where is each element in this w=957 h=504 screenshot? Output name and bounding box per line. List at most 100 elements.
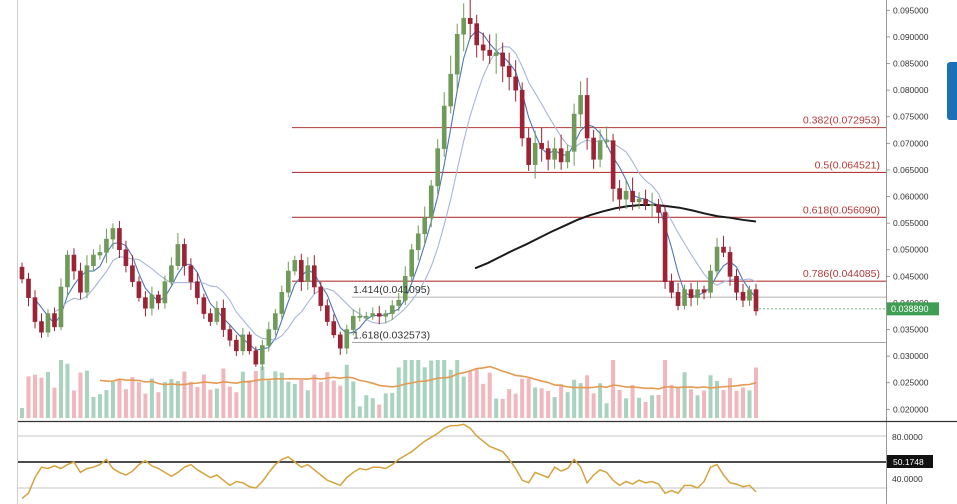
candle-body [26, 278, 31, 298]
candle-body [487, 49, 492, 56]
candle [448, 55, 454, 114]
volume-bar [396, 367, 401, 418]
price-tick-label: 0.050000 [893, 245, 929, 255]
price-axis: 0.095000 0.090000 0.085000 0.080000 0.075000… [886, 5, 929, 414]
candle-body [149, 294, 155, 309]
volume-bar [331, 380, 336, 418]
candle [266, 321, 272, 352]
candle-body [714, 246, 720, 272]
candle [58, 278, 64, 331]
current-price-marker: 0.038890 [755, 302, 939, 316]
candle-body [656, 204, 661, 213]
candle-body [513, 76, 518, 91]
candle-body [649, 204, 655, 207]
candle [305, 257, 311, 290]
volume-bar [416, 360, 421, 418]
candle [721, 235, 726, 258]
candle-body [305, 265, 311, 282]
candle-body [415, 233, 421, 251]
candle-body [324, 305, 330, 322]
candle [708, 264, 713, 299]
candle [318, 281, 324, 312]
candle-body [441, 105, 447, 149]
candle-body [331, 321, 337, 336]
volume-bar [208, 389, 213, 418]
candle [162, 275, 168, 309]
candle [292, 255, 298, 276]
volume-bar [240, 371, 245, 418]
volume-bar [117, 379, 122, 418]
candle [493, 33, 499, 74]
candle [337, 331, 343, 355]
side-panel-tab[interactable] [947, 62, 957, 120]
candle-body [65, 254, 70, 288]
candle-body [708, 270, 713, 293]
moving-average-long-line [474, 204, 757, 270]
candle [526, 128, 531, 171]
candle-body [214, 307, 220, 322]
candle [149, 286, 155, 316]
volume-bar [442, 360, 447, 418]
volume-bar [286, 381, 291, 418]
candle [357, 307, 363, 322]
volume-bar [552, 397, 557, 418]
candle-body [500, 52, 505, 67]
volume-bar [585, 375, 590, 418]
candle-body [584, 95, 590, 139]
fib-extension-label: 1.414(0.041095) [353, 284, 430, 296]
candle-body [604, 140, 609, 143]
candle [260, 339, 265, 371]
candle [383, 309, 389, 324]
candle-body [201, 297, 207, 314]
candle [344, 324, 350, 355]
candle [669, 273, 674, 299]
candle [513, 60, 518, 102]
volume-bar [97, 394, 102, 418]
volume-bar [247, 380, 252, 418]
volume-bar [364, 395, 369, 418]
volume-bar [663, 360, 668, 418]
candle-body [195, 281, 200, 298]
volume-bar [429, 360, 434, 418]
candle [487, 34, 492, 64]
volume-bar [468, 371, 473, 418]
candle [370, 307, 376, 320]
volume-bar [32, 374, 38, 418]
candle [617, 180, 622, 211]
volume-bar [71, 390, 76, 418]
volume-bar [383, 393, 388, 418]
candle [169, 257, 174, 287]
candle [331, 314, 337, 339]
volume-bar [643, 402, 648, 418]
rsi-panel: 80.0000 40.0000 50.1748 [18, 423, 933, 499]
price-tick-label: 0.070000 [893, 138, 929, 148]
candle-body [701, 289, 707, 293]
candle-body [344, 329, 350, 349]
price-tick-label: 0.060000 [893, 192, 929, 202]
volume-bar [156, 392, 161, 418]
candle-body [565, 151, 570, 163]
candle-body [448, 73, 454, 107]
candlesticks [19, 0, 759, 371]
candle [565, 144, 570, 169]
volume-bar [734, 390, 739, 418]
candle [39, 313, 44, 338]
candle [415, 225, 421, 261]
volume-bar [604, 403, 609, 418]
fibonacci-levels [292, 127, 886, 343]
candle [682, 284, 687, 310]
price-tick-label: 0.095000 [893, 5, 929, 15]
candle [182, 238, 187, 276]
candle-body [506, 65, 512, 78]
candle [26, 272, 31, 307]
price-tick-label: 0.085000 [893, 59, 929, 69]
candle [201, 293, 207, 319]
candle [253, 346, 259, 367]
volume-bar [338, 385, 343, 418]
candle [110, 223, 116, 249]
candle-body [221, 307, 226, 330]
volume-bar [201, 374, 206, 418]
volume-bar [188, 381, 193, 418]
candle [532, 130, 538, 179]
